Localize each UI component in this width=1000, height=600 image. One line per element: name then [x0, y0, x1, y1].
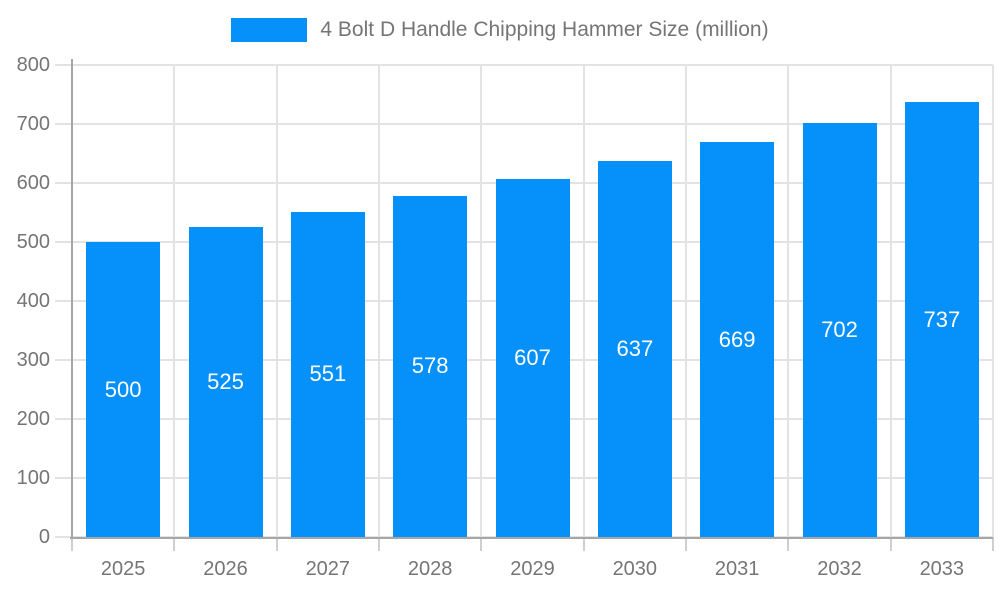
- x-gridline: [582, 65, 585, 537]
- x-gridline: [275, 65, 278, 537]
- y-axis-line: [70, 59, 73, 539]
- x-axis-tick-label: 2030: [612, 558, 658, 580]
- x-axis-tick-label: 2025: [100, 558, 146, 580]
- x-gridline: [685, 65, 687, 537]
- bar-value-label: 702: [821, 316, 858, 342]
- x-gridline: [378, 65, 380, 537]
- bar[interactable]: 578: [393, 195, 468, 537]
- y-axis-tick-label: 700: [16, 113, 50, 135]
- bar[interactable]: 737: [904, 102, 979, 537]
- x-axis-tick: [71, 537, 73, 551]
- x-axis-tick-label: 2031: [714, 558, 760, 580]
- bar-value-label: 551: [309, 361, 347, 387]
- bar[interactable]: 525: [188, 227, 263, 537]
- x-axis-tick: [787, 537, 790, 551]
- chart-legend[interactable]: 4 Bolt D Handle Chipping Hammer Size (mi…: [0, 17, 1000, 42]
- x-axis-tick: [173, 537, 176, 551]
- y-axis-tick-label: 200: [16, 408, 50, 430]
- x-gridline: [889, 65, 892, 537]
- x-axis-tick-label: 2032: [817, 558, 862, 580]
- y-axis-tick-label: 600: [16, 172, 50, 194]
- bar-value-label: 525: [207, 369, 244, 395]
- y-axis-tick-label: 100: [16, 467, 50, 489]
- x-gridline: [480, 65, 483, 537]
- x-axis-tick-label: 2029: [510, 558, 555, 580]
- legend-swatch: [231, 17, 308, 42]
- x-axis-tick: [480, 537, 483, 551]
- bar-value-label: 500: [104, 376, 142, 402]
- bar-value-label: 578: [411, 353, 449, 379]
- x-gridline: [992, 65, 994, 537]
- bar[interactable]: 551: [290, 211, 365, 537]
- y-axis-tick-label: 400: [16, 290, 50, 312]
- x-axis-tick-label: 2026: [203, 558, 248, 580]
- x-axis-line: [70, 537, 993, 539]
- bar-value-label: 607: [514, 344, 551, 370]
- y-axis-tick-label: 800: [16, 54, 50, 76]
- y-axis-tick-label: 500: [16, 231, 50, 253]
- y-axis-tick-label: 0: [38, 526, 50, 548]
- bar[interactable]: 702: [802, 122, 877, 537]
- x-axis-tick-label: 2027: [305, 558, 351, 580]
- x-axis-tick: [582, 537, 585, 551]
- legend-series-label: 4 Bolt D Handle Chipping Hammer Size (mi…: [320, 18, 769, 41]
- y-gridline: [55, 64, 993, 66]
- x-axis-tick: [275, 537, 278, 551]
- x-axis-tick-label: 2033: [919, 558, 965, 580]
- bar-value-label: 669: [718, 326, 756, 352]
- y-gridline: [55, 123, 993, 125]
- x-axis-tick-label: 2028: [407, 558, 453, 580]
- x-axis-tick: [889, 537, 892, 551]
- x-gridline: [173, 65, 176, 537]
- y-axis-tick-label: 300: [16, 349, 50, 371]
- bar[interactable]: 669: [700, 142, 775, 537]
- x-axis-tick: [685, 537, 687, 551]
- x-axis-tick: [992, 537, 994, 551]
- bar[interactable]: 500: [86, 242, 161, 537]
- bar[interactable]: 607: [495, 178, 570, 537]
- bar[interactable]: 637: [597, 161, 672, 537]
- x-axis-tick: [378, 537, 380, 551]
- bar-value-label: 637: [616, 336, 654, 362]
- bar-value-label: 737: [923, 306, 961, 332]
- x-gridline: [787, 65, 790, 537]
